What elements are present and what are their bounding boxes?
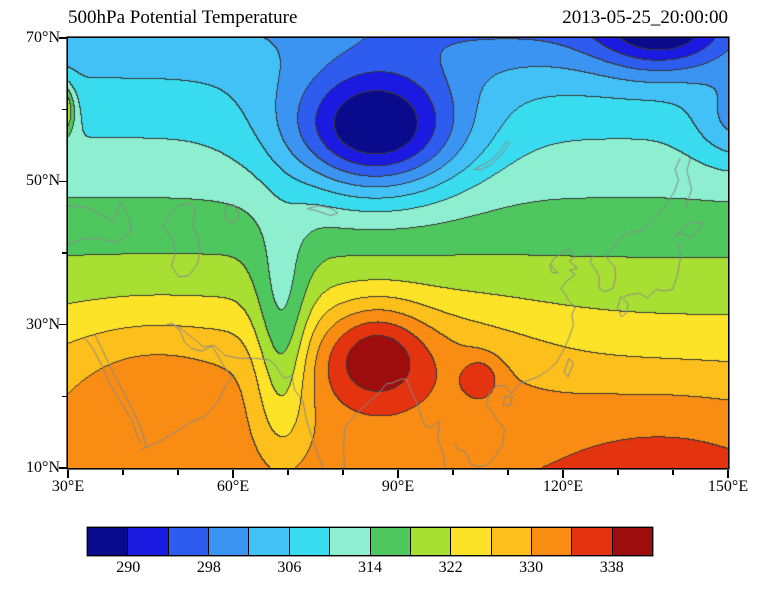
- x-tick-label: 120°E: [542, 478, 584, 495]
- colorbar-segment: [168, 528, 210, 555]
- colorbar-label: 330: [519, 559, 544, 576]
- x-tick-label: 60°E: [216, 478, 250, 495]
- colorbar-segment: [209, 528, 250, 555]
- colorbar-segment: [531, 528, 573, 555]
- x-tick-label: 90°E: [381, 478, 415, 495]
- x-tick: [232, 469, 234, 478]
- x-tick: [67, 469, 69, 478]
- y-tick-label: 10°N: [26, 459, 60, 476]
- colorbar-segment: [330, 528, 371, 555]
- y-tick: [58, 467, 67, 469]
- y-tick: [58, 37, 67, 39]
- y-tick-label: 30°N: [26, 315, 60, 333]
- colorbar-segment: [289, 528, 331, 555]
- y-minor-tick: [61, 395, 67, 397]
- colorbar-segment: [612, 528, 653, 555]
- y-tick-label: 50°N: [26, 172, 60, 190]
- chart-title: 500hPa Potential Temperature: [68, 7, 298, 28]
- x-tick: [727, 469, 729, 478]
- x-tick: [562, 469, 564, 478]
- colorbar-segment: [249, 528, 290, 555]
- colorbar-segment: [572, 528, 613, 555]
- map-plot: [68, 38, 728, 468]
- y-minor-tick: [61, 252, 67, 254]
- x-minor-tick: [287, 469, 289, 475]
- colorbar-label: 306: [277, 559, 302, 576]
- contour-map-canvas: [68, 38, 728, 468]
- chart-timestamp: 2013-05-25_20:00:00: [562, 7, 728, 28]
- x-minor-tick: [617, 469, 619, 475]
- x-minor-tick: [342, 469, 344, 475]
- colorbar: [88, 528, 653, 555]
- x-minor-tick: [507, 469, 509, 475]
- colorbar-label: 298: [196, 559, 221, 576]
- colorbar-segment: [410, 528, 452, 555]
- colorbar-label: 322: [438, 559, 463, 576]
- colorbar-segment: [451, 528, 492, 555]
- x-minor-tick: [452, 469, 454, 475]
- colorbar-label: 314: [358, 559, 382, 576]
- x-minor-tick: [177, 469, 179, 475]
- y-tick-label: 70°N: [26, 29, 60, 46]
- y-minor-tick: [61, 109, 67, 111]
- y-tick: [58, 180, 67, 183]
- colorbar-segment: [370, 528, 411, 555]
- colorbar-segment: [491, 528, 532, 555]
- x-tick: [397, 469, 399, 478]
- x-minor-tick: [672, 469, 674, 475]
- y-tick: [58, 323, 67, 326]
- x-tick-label: 150°E: [707, 478, 749, 495]
- colorbar-label: 338: [599, 559, 624, 576]
- colorbar-segment: [88, 528, 129, 555]
- x-minor-tick: [122, 469, 124, 475]
- colorbar-segment: [128, 528, 169, 555]
- colorbar-label: 290: [116, 559, 141, 576]
- x-tick-label: 30°E: [51, 478, 85, 495]
